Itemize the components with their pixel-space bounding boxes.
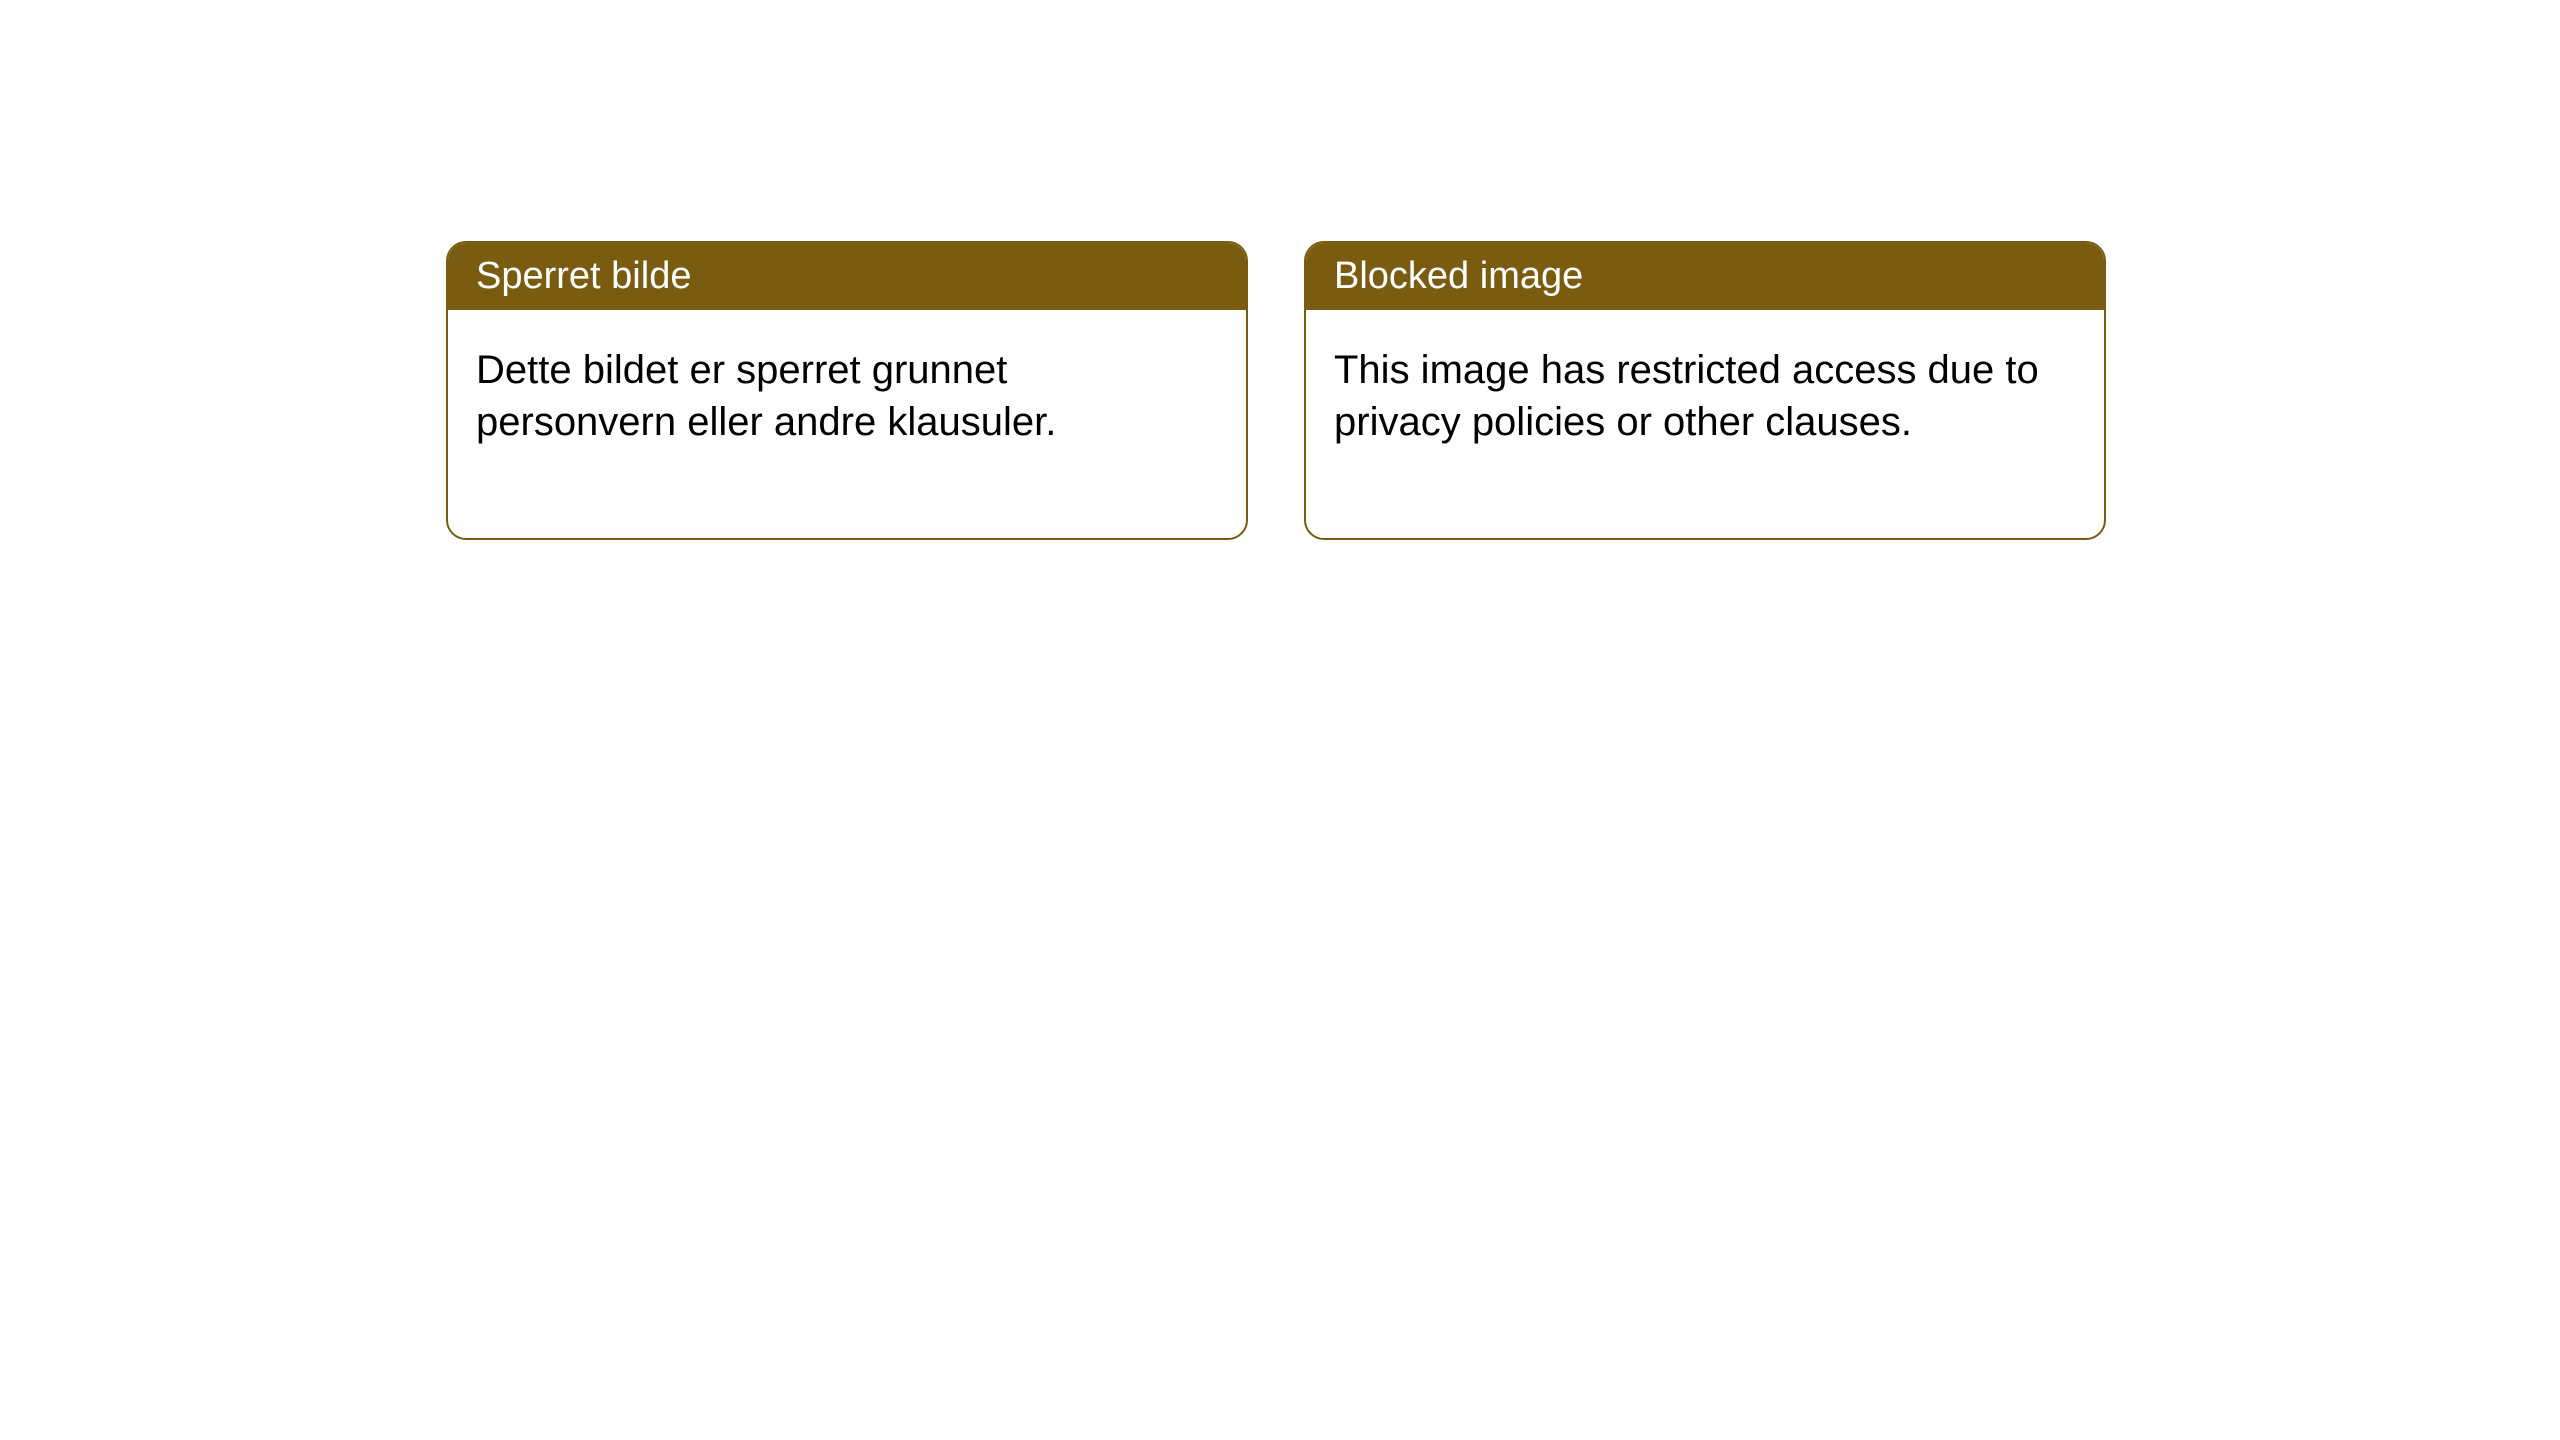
notice-body: This image has restricted access due to …	[1306, 310, 2104, 538]
notice-header: Sperret bilde	[448, 243, 1246, 310]
notice-header: Blocked image	[1306, 243, 2104, 310]
notice-card-english: Blocked image This image has restricted …	[1304, 241, 2106, 540]
notice-body: Dette bildet er sperret grunnet personve…	[448, 310, 1246, 538]
notice-card-norwegian: Sperret bilde Dette bildet er sperret gr…	[446, 241, 1248, 540]
notice-container: Sperret bilde Dette bildet er sperret gr…	[446, 241, 2106, 540]
